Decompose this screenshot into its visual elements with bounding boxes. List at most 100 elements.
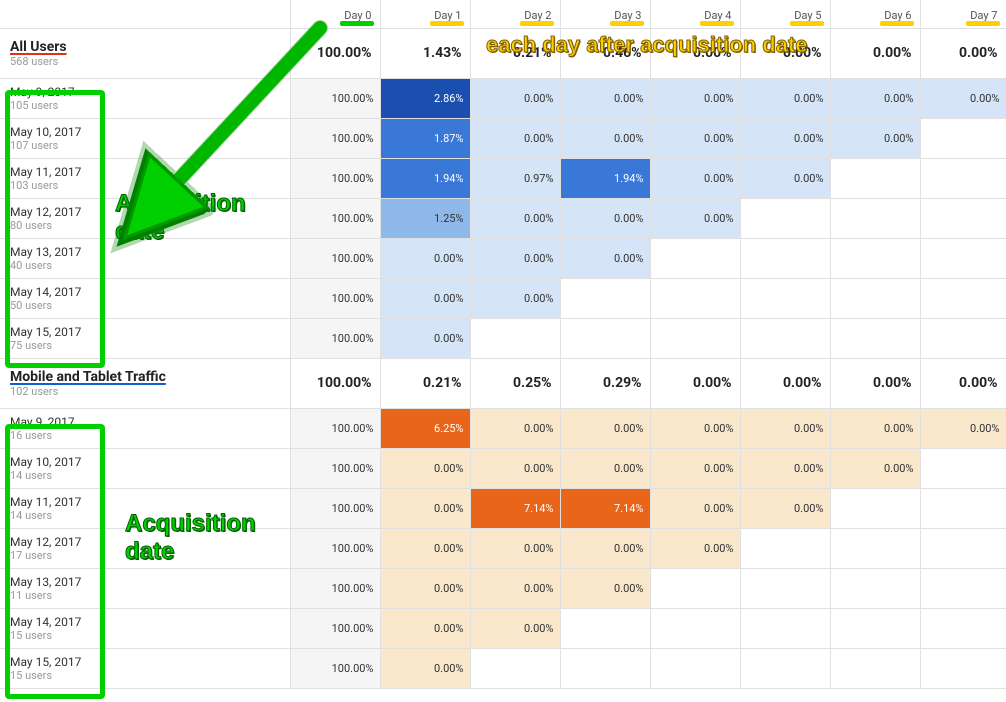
day-header-0: Day 0: [290, 0, 380, 28]
header-underline: [610, 21, 644, 26]
header-underline: [880, 21, 914, 26]
data-cell: 100.00%: [290, 528, 380, 568]
segment-users: 568 users: [10, 55, 280, 68]
blank-cell: [920, 648, 1006, 688]
cohort-users: 15 users: [10, 669, 280, 682]
cohort-date: May 14, 2017: [10, 285, 280, 299]
cohort-date: May 11, 2017: [10, 165, 280, 179]
blank-cell: [740, 278, 830, 318]
cohort-date: May 14, 2017: [10, 615, 280, 629]
data-cell: 0.00%: [830, 448, 920, 488]
blank-cell: [830, 158, 920, 198]
blank-cell: [740, 608, 830, 648]
data-cell: 0.00%: [380, 318, 470, 358]
header-underline: [966, 21, 1000, 26]
data-cell: 2.86%: [380, 78, 470, 118]
summary-cell: 0.00%: [740, 28, 830, 78]
data-cell: 0.00%: [740, 118, 830, 158]
cohort-row: May 14, 201750 users100.00%0.00%0.00%: [0, 278, 1006, 318]
data-cell: 0.00%: [830, 118, 920, 158]
data-cell: 0.00%: [560, 238, 650, 278]
cohort-users: 14 users: [10, 469, 280, 482]
day-header-1: Day 1: [380, 0, 470, 28]
blank-cell: [560, 648, 650, 688]
summary-cell: 0.00%: [740, 358, 830, 408]
data-cell: 100.00%: [290, 648, 380, 688]
blank-cell: [830, 528, 920, 568]
summary-cell: 0.21%: [380, 358, 470, 408]
cohort-row: May 15, 201775 users100.00%0.00%: [0, 318, 1006, 358]
data-cell: 100.00%: [290, 448, 380, 488]
segment-title[interactable]: Mobile and Tablet Traffic: [10, 369, 280, 385]
blank-cell: [650, 648, 740, 688]
header-blank: [0, 0, 290, 28]
header-underline: [430, 21, 464, 26]
blank-cell: [560, 318, 650, 358]
blank-cell: [650, 568, 740, 608]
data-cell: 0.00%: [650, 158, 740, 198]
cohort-label-cell: May 9, 201716 users: [0, 408, 290, 448]
day-header-6: Day 6: [830, 0, 920, 28]
blank-cell: [920, 278, 1006, 318]
data-cell: 0.00%: [380, 648, 470, 688]
data-cell: 0.00%: [560, 78, 650, 118]
segment-label-cell: All Users568 users: [0, 28, 290, 78]
data-cell: 0.00%: [380, 488, 470, 528]
summary-cell: 1.43%: [380, 28, 470, 78]
cohort-row: May 9, 201716 users100.00%6.25%0.00%0.00…: [0, 408, 1006, 448]
blank-cell: [830, 198, 920, 238]
cohort-row: May 10, 2017107 users100.00%1.87%0.00%0.…: [0, 118, 1006, 158]
cohort-row: May 9, 2017105 users100.00%2.86%0.00%0.0…: [0, 78, 1006, 118]
cohort-table: Day 0Day 1Day 2Day 3Day 4Day 5Day 6Day 7…: [0, 0, 1006, 689]
day-header-2: Day 2: [470, 0, 560, 28]
cohort-date: May 9, 2017: [10, 415, 280, 429]
header-underline: [520, 21, 554, 26]
data-cell: 100.00%: [290, 78, 380, 118]
cohort-users: 50 users: [10, 299, 280, 312]
data-cell: 0.00%: [470, 448, 560, 488]
data-cell: 0.00%: [470, 528, 560, 568]
blank-cell: [740, 568, 830, 608]
data-cell: 0.00%: [470, 78, 560, 118]
cohort-label-cell: May 12, 201780 users: [0, 198, 290, 238]
data-cell: 0.00%: [650, 78, 740, 118]
cohort-row: May 15, 201715 users100.00%0.00%: [0, 648, 1006, 688]
blank-cell: [740, 318, 830, 358]
segment-title[interactable]: All Users: [10, 39, 280, 55]
data-cell: 0.00%: [380, 238, 470, 278]
data-cell: 0.00%: [470, 238, 560, 278]
cohort-label-cell: May 15, 201775 users: [0, 318, 290, 358]
data-cell: 0.00%: [650, 198, 740, 238]
cohort-label-cell: May 10, 2017107 users: [0, 118, 290, 158]
cohort-row: May 13, 201740 users100.00%0.00%0.00%0.0…: [0, 238, 1006, 278]
data-cell: 100.00%: [290, 488, 380, 528]
blank-cell: [650, 238, 740, 278]
blank-cell: [470, 648, 560, 688]
data-cell: 0.00%: [470, 568, 560, 608]
day-header-7: Day 7: [920, 0, 1006, 28]
cohort-label-cell: May 12, 201717 users: [0, 528, 290, 568]
cohort-date: May 9, 2017: [10, 85, 280, 99]
summary-cell: 0.00%: [830, 28, 920, 78]
data-cell: 0.00%: [560, 568, 650, 608]
cohort-row: May 13, 201711 users100.00%0.00%0.00%0.0…: [0, 568, 1006, 608]
cohort-row: May 11, 2017103 users100.00%1.94%0.97%1.…: [0, 158, 1006, 198]
blank-cell: [650, 318, 740, 358]
cohort-date: May 10, 2017: [10, 125, 280, 139]
summary-cell: 0.46%: [560, 28, 650, 78]
cohort-date: May 13, 2017: [10, 245, 280, 259]
cohort-label-cell: May 14, 201715 users: [0, 608, 290, 648]
cohort-users: 15 users: [10, 629, 280, 642]
data-cell: 100.00%: [290, 318, 380, 358]
cohort-date: May 10, 2017: [10, 455, 280, 469]
data-cell: 0.00%: [470, 278, 560, 318]
day-header-5: Day 5: [740, 0, 830, 28]
segment-users: 102 users: [10, 385, 280, 398]
blank-cell: [560, 278, 650, 318]
cohort-row: May 10, 201714 users100.00%0.00%0.00%0.0…: [0, 448, 1006, 488]
cohort-users: 14 users: [10, 509, 280, 522]
data-cell: 100.00%: [290, 278, 380, 318]
data-cell: 0.00%: [920, 408, 1006, 448]
cohort-row: May 12, 201780 users100.00%1.25%0.00%0.0…: [0, 198, 1006, 238]
blank-cell: [920, 238, 1006, 278]
